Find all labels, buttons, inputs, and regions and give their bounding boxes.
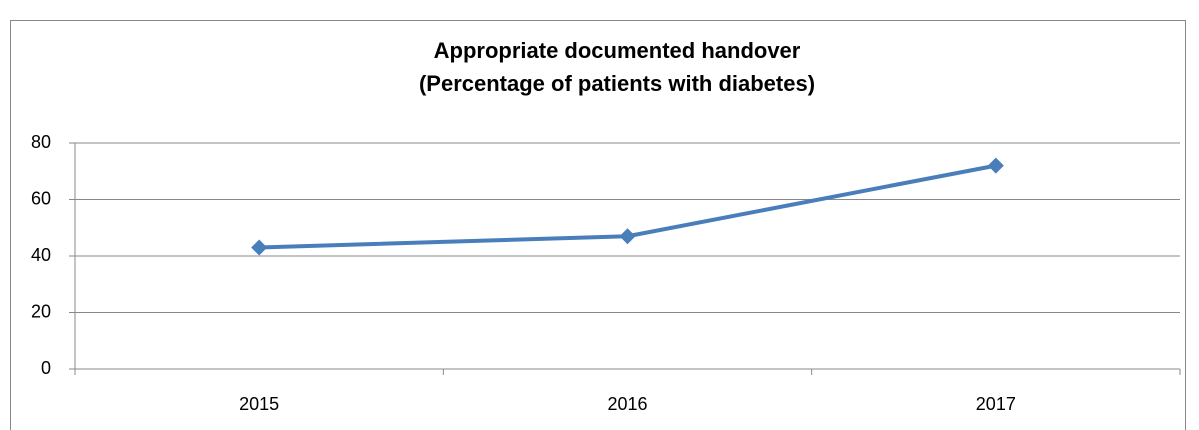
x-tick-label: 2015 xyxy=(239,394,279,414)
y-tick-label: 40 xyxy=(31,245,51,265)
marker xyxy=(619,228,636,245)
marker xyxy=(987,157,1004,174)
x-tick-label: 2016 xyxy=(607,394,647,414)
marker xyxy=(251,239,268,256)
y-tick-label: 60 xyxy=(31,188,51,208)
x-tick-label: 2017 xyxy=(976,394,1016,414)
chart-title: Appropriate documented handover xyxy=(434,38,801,63)
chart-subtitle: (Percentage of patients with diabetes) xyxy=(419,71,815,96)
chart-border xyxy=(10,20,1186,430)
y-tick-label: 0 xyxy=(41,358,51,378)
y-tick-label: 80 xyxy=(31,132,51,152)
y-tick-label: 20 xyxy=(31,301,51,321)
